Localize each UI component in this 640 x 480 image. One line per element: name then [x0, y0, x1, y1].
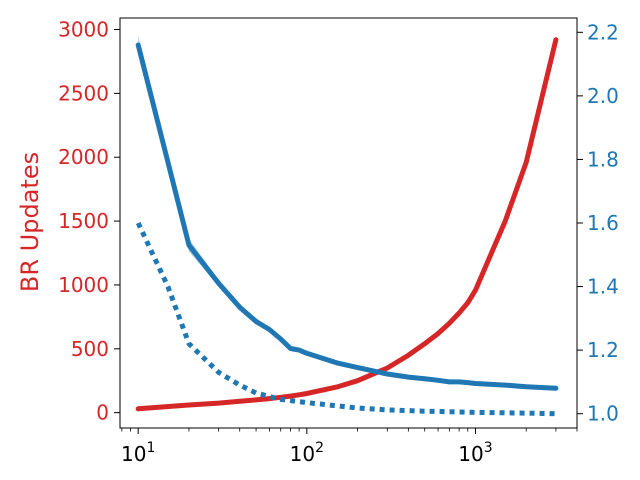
- y-left-tick-label-6: 3000: [58, 17, 109, 41]
- y-right-tick-label-4: 1.8: [587, 147, 619, 171]
- x-tick-label-2: 103: [458, 440, 492, 466]
- y-left-tick-label-3: 1500: [58, 209, 109, 233]
- y-right-tick-label-1: 1.2: [587, 338, 619, 362]
- series-1-line: [135, 42, 559, 391]
- x-tick-label-1: 102: [290, 440, 324, 466]
- y-left-tick-label-4: 2000: [58, 145, 109, 169]
- series-0-line: [135, 37, 559, 412]
- y-left-tick-label-5: 2500: [58, 81, 109, 105]
- y-left-tick-label-1: 500: [71, 337, 109, 361]
- y-right-tick-label-3: 1.6: [587, 211, 619, 235]
- y-left-tick-label-2: 1000: [58, 273, 109, 297]
- series-2-line: [135, 221, 556, 417]
- y-right-tick-label-2: 1.4: [587, 275, 619, 299]
- y-right-tick-label-6: 2.2: [587, 20, 619, 44]
- y-left-tick-label-0: 0: [96, 401, 109, 425]
- x-tick-label-0: 101: [121, 440, 155, 466]
- series-1-band: [138, 35, 556, 389]
- y-axis-label-left: BR Updates: [16, 152, 44, 292]
- plot-area: [135, 35, 559, 417]
- y-right-tick-label-0: 1.0: [587, 402, 619, 426]
- axes: 101 102 103 0 500 1000 1500 2000 2500 3000 1.0 1.2 1…: [58, 17, 619, 466]
- y-right-tick-label-5: 2.0: [587, 84, 619, 108]
